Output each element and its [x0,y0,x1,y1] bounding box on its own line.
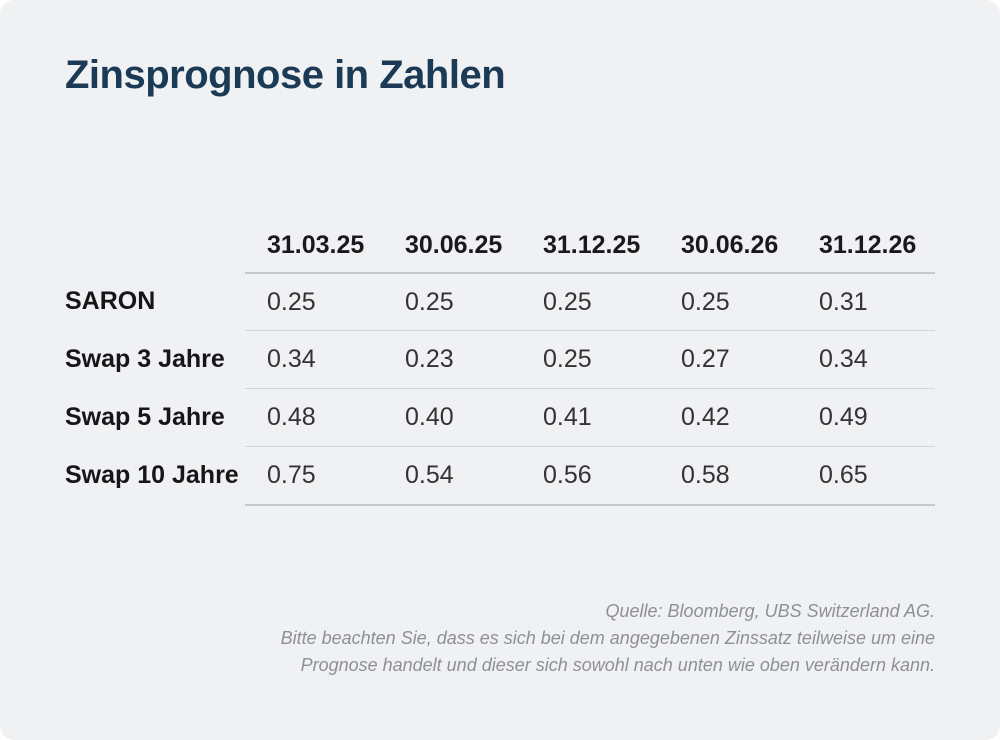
disclaimer-line-2: Prognose handelt und dieser sich sowohl … [300,655,935,675]
value-cell-r3-c1: 0.48 [245,388,383,446]
column-header-4: 30.06.26 [681,230,779,259]
value-cell-r3-c3: 0.41 [521,388,659,446]
table-bottom-border [521,504,659,506]
value-cell-r1-c4: 0.25 [659,272,797,330]
column-header-2: 30.06.25 [405,230,503,259]
value-cell-r1-c3: 0.25 [521,272,659,330]
interest-forecast-table: 31.03.25 30.06.25 31.12.25 30.06.26 31.12.26… [65,218,935,506]
value-cell-r4-c2: 0.54 [383,446,521,504]
value-cell-r4-c5: 0.65 [797,446,935,504]
source-note: Quelle: Bloomberg, UBS Switzerland AG. B… [281,598,935,679]
value-cell-r2-c4: 0.27 [659,330,797,388]
table-bottom-border [245,504,383,506]
table-bottom-border [797,504,935,506]
row-label-2: Swap 3 Jahre [65,344,225,373]
value-cell-r3-c4: 0.42 [659,388,797,446]
value-cell-r1-c1: 0.25 [245,272,383,330]
table-corner-cell [65,218,245,272]
source-line: Quelle: Bloomberg, UBS Switzerland AG. [605,601,935,621]
value-cell-r1-c2: 0.25 [383,272,521,330]
value-cell-r2-c5: 0.34 [797,330,935,388]
value-cell-r2-c3: 0.25 [521,330,659,388]
value-cell-r2-c2: 0.23 [383,330,521,388]
row-label-4: Swap 10 Jahre [65,460,239,489]
table-bottom-border [659,504,797,506]
disclaimer-line-1: Bitte beachten Sie, dass es sich bei dem… [280,628,935,648]
value-cell-r4-c1: 0.75 [245,446,383,504]
value-cell-r3-c5: 0.49 [797,388,935,446]
row-label-1: SARON [65,286,156,315]
column-header-1: 31.03.25 [267,230,365,259]
table-bottom-border [383,504,521,506]
value-cell-r2-c1: 0.34 [245,330,383,388]
row-label-3: Swap 5 Jahre [65,402,225,431]
value-cell-r3-c2: 0.40 [383,388,521,446]
column-header-5: 31.12.26 [819,230,917,259]
value-cell-r1-c5: 0.31 [797,272,935,330]
value-cell-r4-c4: 0.58 [659,446,797,504]
column-header-3: 31.12.25 [543,230,641,259]
value-cell-r4-c3: 0.56 [521,446,659,504]
page-title: Zinsprognose in Zahlen [65,53,506,97]
